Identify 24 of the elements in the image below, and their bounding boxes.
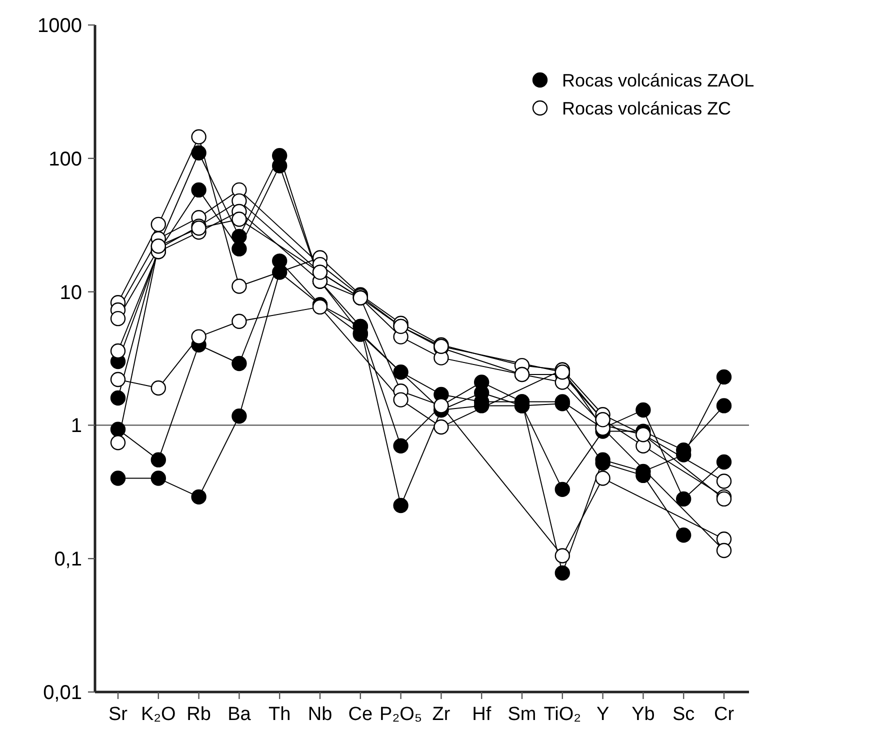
x-tick-label: Ce <box>348 704 373 725</box>
y-tick-label: 1000 <box>38 15 82 37</box>
x-tick-label: Sr <box>108 704 128 725</box>
x-tick-label: Hf <box>472 704 492 725</box>
x-tick-label: Zr <box>432 704 451 725</box>
legend-label: Rocas volcánicas ZAOL <box>562 70 754 90</box>
x-tick-label: Sc <box>672 704 695 725</box>
x-tick-label: P₂O₅ <box>380 704 422 725</box>
y-tick-label: 10 <box>60 282 82 304</box>
x-tick-label: Ba <box>228 704 252 725</box>
x-tick-label: Y <box>596 704 610 725</box>
x-tick-label: Nb <box>308 704 332 725</box>
x-tick-label: Yb <box>632 704 655 725</box>
x-tick-label: Cr <box>714 704 735 725</box>
x-tick-label: Th <box>268 704 291 725</box>
x-tick-label: K₂O <box>140 704 176 725</box>
x-tick-label: Rb <box>186 704 211 725</box>
y-tick-label: 1 <box>70 415 82 438</box>
y-tick-label: 0,01 <box>43 682 82 704</box>
x-tick-label: Sm <box>508 704 536 725</box>
x-tick-label: TiO₂ <box>544 704 582 725</box>
legend-label: Rocas volcánicas ZC <box>562 98 732 118</box>
y-tick-label: 100 <box>48 148 82 170</box>
y-tick-label: 0,1 <box>54 548 82 571</box>
